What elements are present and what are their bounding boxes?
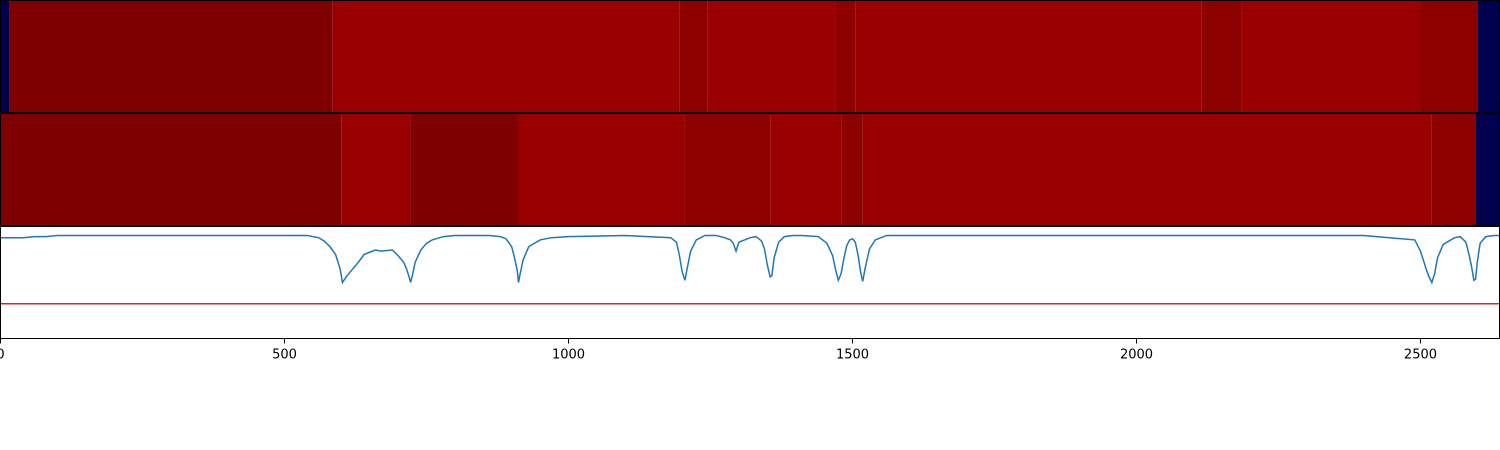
signal-line [0,234,1500,285]
track2-segment-2 [410,113,519,226]
track1-segment-4 [707,0,836,113]
track1-segment-2 [332,0,680,113]
track1-segment-0 [0,0,10,113]
track1-segment-1 [9,0,333,113]
x-tick-label-5: 2500 [1404,348,1437,363]
x-tick-label-2: 1000 [552,348,585,363]
track2-segment-1 [341,113,411,226]
track2-segment-6 [841,113,863,226]
signal-panel-background [0,226,1500,339]
track2-segment-0 [0,113,342,226]
track1-segment-9 [1420,0,1478,113]
track1-segment-3 [679,0,708,113]
heatmap-track-top [0,0,1500,113]
x-tick-label-4: 2000 [1120,348,1153,363]
track1-segment-10 [1477,0,1500,113]
heatmap-track-bottom [0,113,1500,226]
track1-segment-8 [1241,0,1421,113]
track2-segment-3 [518,113,685,226]
x-tick-label-1: 500 [272,348,297,363]
track1-segment-5 [835,0,856,113]
signal-panel [0,226,1500,339]
track2-segment-4 [684,113,771,226]
track2-segment-7 [862,113,1432,226]
x-axis: 0 500 1000 1500 2000 2500 [0,338,1437,363]
x-tick-label-0: 0 [0,348,5,363]
track2-segment-9 [1475,113,1500,226]
track2-segment-5 [770,113,842,226]
track2-segment-8 [1431,113,1476,226]
x-tick-label-3: 1500 [836,348,869,363]
track1-segment-7 [1201,0,1242,113]
track1-segment-6 [855,0,1202,113]
